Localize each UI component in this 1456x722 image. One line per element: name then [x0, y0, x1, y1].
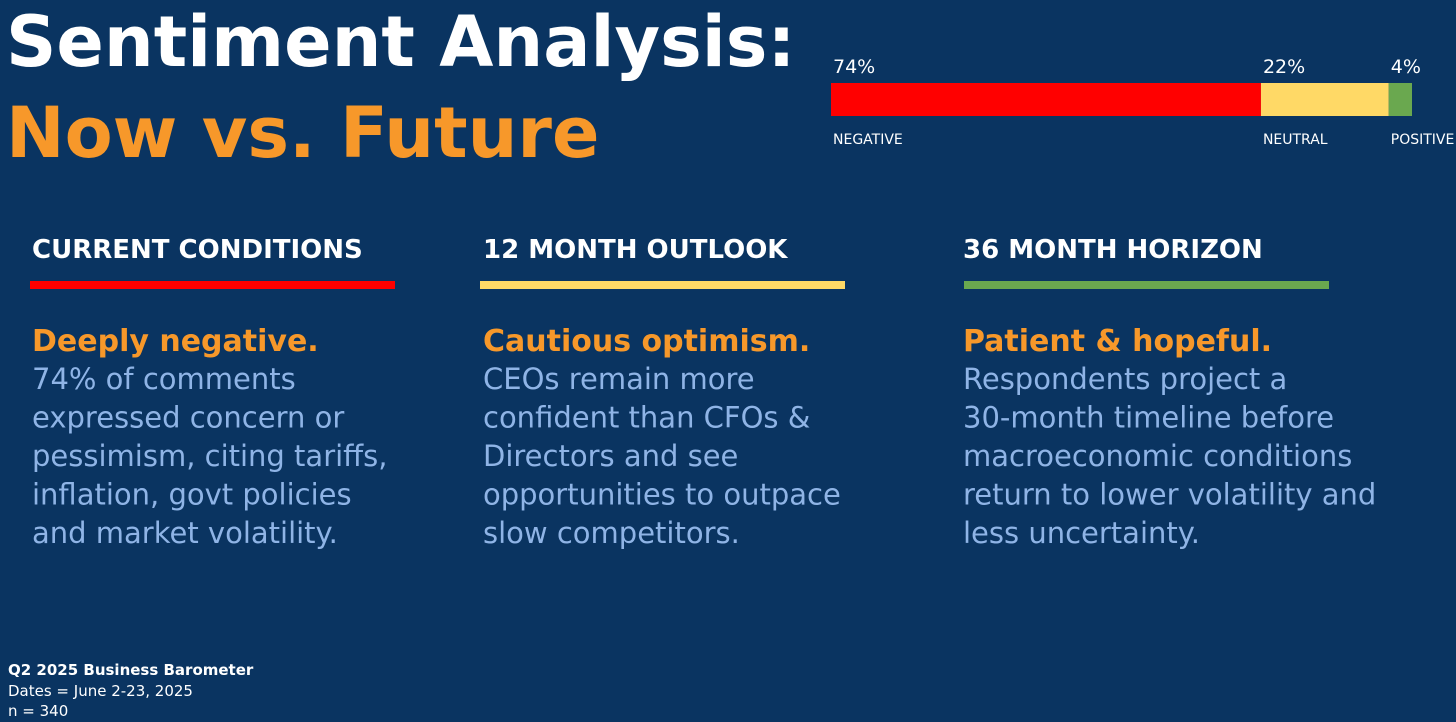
column-body-line: and market volatility. — [32, 516, 338, 550]
column-body-line: Directors and see — [483, 439, 738, 473]
column-body-line: slow competitors. — [483, 516, 740, 550]
bar-segment — [1260, 83, 1389, 116]
column-body-line: opportunities to outpace — [483, 478, 841, 512]
footer-dates: Dates = June 2-23, 2025 — [8, 682, 193, 700]
legend-label: NEGATIVE — [833, 132, 903, 148]
legend-label: POSITIVE — [1391, 132, 1455, 148]
value-label: 4% — [1391, 56, 1421, 78]
column-body-line: return to lower volatility and — [963, 478, 1376, 512]
column-body-line: pessimism, citing tariffs, — [32, 439, 388, 473]
title: Sentiment Analysis: — [6, 1, 795, 83]
column-heading: CURRENT CONDITIONS — [32, 235, 363, 265]
column-rule — [964, 281, 1329, 289]
bar-segment — [1388, 83, 1412, 116]
column-rule — [30, 281, 395, 289]
column-body-line: CEOs remain more — [483, 362, 755, 396]
subtitle: Now vs. Future — [6, 92, 599, 174]
column-body-line: less uncertainty. — [963, 516, 1200, 550]
column-body-line: confident than CFOs & — [483, 401, 810, 435]
column-body-line: 74% of comments — [32, 362, 296, 396]
column-rule — [480, 281, 845, 289]
column-body-line: Respondents project a — [963, 362, 1287, 396]
column-body-line: expressed concern or — [32, 401, 344, 435]
column-lead: Deeply negative. — [32, 324, 319, 359]
legend-label: NEUTRAL — [1263, 132, 1328, 148]
bar-segment — [831, 83, 1261, 116]
footer-title: Q2 2025 Business Barometer — [8, 661, 254, 679]
value-label: 74% — [833, 56, 875, 78]
value-label: 22% — [1263, 56, 1305, 78]
footer-n: n = 340 — [8, 702, 68, 720]
column-body-line: 30-month timeline before — [963, 401, 1334, 435]
column-heading: 36 MONTH HORIZON — [963, 235, 1263, 265]
column-heading: 12 MONTH OUTLOOK — [483, 235, 788, 265]
column-lead: Cautious optimism. — [483, 324, 810, 359]
column-body-line: inflation, govt policies — [32, 478, 352, 512]
column-lead: Patient & hopeful. — [963, 324, 1272, 359]
column-body-line: macroeconomic conditions — [963, 439, 1352, 473]
